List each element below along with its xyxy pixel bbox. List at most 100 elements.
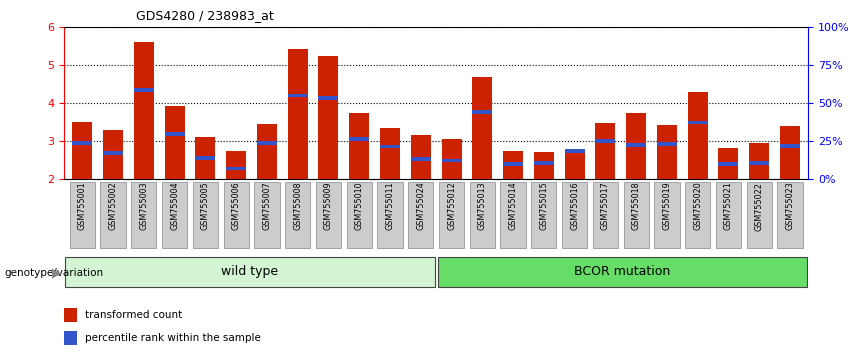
FancyBboxPatch shape (192, 182, 218, 249)
Text: GSM755010: GSM755010 (355, 182, 363, 230)
Text: GSM755017: GSM755017 (601, 182, 610, 230)
Bar (472, 77, 492, 179)
Text: percentile rank within the sample: percentile rank within the sample (84, 332, 260, 343)
FancyBboxPatch shape (254, 182, 279, 249)
Bar (442, 159, 461, 162)
Text: GSM755021: GSM755021 (724, 182, 733, 230)
Text: GSM755023: GSM755023 (785, 182, 795, 230)
FancyBboxPatch shape (439, 182, 464, 249)
Text: BCOR mutation: BCOR mutation (574, 265, 671, 278)
Text: GSM755006: GSM755006 (231, 182, 241, 230)
Bar (196, 156, 215, 160)
FancyBboxPatch shape (70, 182, 95, 249)
Bar (380, 144, 400, 148)
Text: wild type: wild type (221, 265, 278, 278)
Text: GSM755003: GSM755003 (140, 182, 148, 230)
FancyBboxPatch shape (777, 182, 802, 249)
Bar (780, 144, 800, 148)
FancyBboxPatch shape (746, 182, 772, 249)
Bar (564, 152, 585, 179)
Bar (288, 48, 308, 179)
Bar (688, 92, 708, 179)
FancyBboxPatch shape (131, 182, 157, 249)
Bar (257, 142, 277, 145)
Bar (72, 122, 92, 179)
Bar (749, 161, 769, 165)
FancyBboxPatch shape (437, 257, 807, 287)
FancyBboxPatch shape (66, 257, 435, 287)
Text: GSM755015: GSM755015 (540, 182, 548, 230)
FancyBboxPatch shape (624, 182, 648, 249)
FancyBboxPatch shape (562, 182, 587, 249)
Bar (534, 161, 554, 165)
Bar (64, 331, 77, 344)
FancyBboxPatch shape (593, 182, 618, 249)
Bar (534, 152, 554, 179)
FancyBboxPatch shape (408, 182, 433, 249)
Text: GSM755002: GSM755002 (109, 182, 117, 230)
FancyBboxPatch shape (224, 182, 248, 249)
Bar (626, 113, 646, 179)
Bar (164, 132, 185, 136)
Bar (596, 123, 615, 179)
Bar (472, 110, 492, 114)
Bar (657, 125, 677, 179)
FancyBboxPatch shape (685, 182, 711, 249)
Text: GSM755005: GSM755005 (201, 182, 210, 230)
Bar (780, 126, 800, 179)
Text: GSM755022: GSM755022 (755, 182, 763, 230)
Bar (257, 124, 277, 179)
Bar (318, 56, 339, 179)
FancyBboxPatch shape (100, 182, 126, 249)
FancyBboxPatch shape (470, 182, 495, 249)
Text: ▶: ▶ (52, 267, 61, 280)
Bar (349, 113, 369, 179)
FancyBboxPatch shape (285, 182, 311, 249)
Bar (134, 42, 154, 179)
Bar (657, 142, 677, 146)
Bar (718, 162, 739, 166)
Bar (718, 148, 739, 179)
Bar (626, 143, 646, 147)
Bar (288, 93, 308, 97)
Bar (749, 143, 769, 179)
Bar (196, 137, 215, 179)
FancyBboxPatch shape (531, 182, 557, 249)
Text: GSM755014: GSM755014 (509, 182, 517, 230)
Text: transformed count: transformed count (84, 310, 182, 320)
Text: GSM755009: GSM755009 (324, 182, 333, 230)
Text: GDS4280 / 238983_at: GDS4280 / 238983_at (136, 9, 274, 22)
Bar (503, 152, 523, 179)
Bar (134, 88, 154, 92)
Text: GSM755018: GSM755018 (631, 182, 641, 230)
FancyBboxPatch shape (346, 182, 372, 249)
Text: GSM755013: GSM755013 (477, 182, 487, 230)
Bar (503, 162, 523, 166)
Text: GSM755020: GSM755020 (694, 182, 702, 230)
Text: GSM755004: GSM755004 (170, 182, 179, 230)
Text: GSM755024: GSM755024 (416, 182, 426, 230)
FancyBboxPatch shape (162, 182, 187, 249)
FancyBboxPatch shape (654, 182, 680, 249)
Bar (64, 308, 77, 322)
FancyBboxPatch shape (377, 182, 403, 249)
FancyBboxPatch shape (500, 182, 526, 249)
Bar (318, 96, 339, 99)
Bar (349, 137, 369, 141)
Text: GSM755019: GSM755019 (662, 182, 671, 230)
Text: GSM755016: GSM755016 (570, 182, 579, 230)
Bar (103, 130, 123, 179)
Bar (226, 151, 246, 179)
Bar (442, 139, 461, 179)
Text: GSM755012: GSM755012 (447, 182, 456, 230)
Text: GSM755007: GSM755007 (262, 182, 271, 230)
Bar (411, 135, 431, 179)
Bar (164, 107, 185, 179)
Bar (380, 128, 400, 179)
Bar (72, 142, 92, 145)
FancyBboxPatch shape (716, 182, 741, 249)
Text: GSM755011: GSM755011 (386, 182, 395, 230)
Bar (226, 167, 246, 170)
Bar (564, 149, 585, 153)
Text: genotype/variation: genotype/variation (4, 268, 103, 278)
